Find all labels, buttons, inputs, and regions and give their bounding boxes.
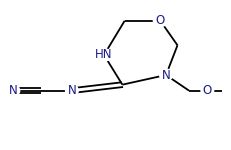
Ellipse shape xyxy=(160,69,172,81)
Ellipse shape xyxy=(66,85,78,97)
Text: O: O xyxy=(203,84,212,97)
Text: O: O xyxy=(156,14,165,27)
Ellipse shape xyxy=(153,15,167,27)
Ellipse shape xyxy=(7,85,20,97)
Text: N: N xyxy=(162,69,170,81)
Ellipse shape xyxy=(94,49,114,61)
Text: HN: HN xyxy=(95,48,113,62)
Text: N: N xyxy=(9,84,18,97)
Text: N: N xyxy=(67,84,76,97)
Ellipse shape xyxy=(201,85,214,97)
